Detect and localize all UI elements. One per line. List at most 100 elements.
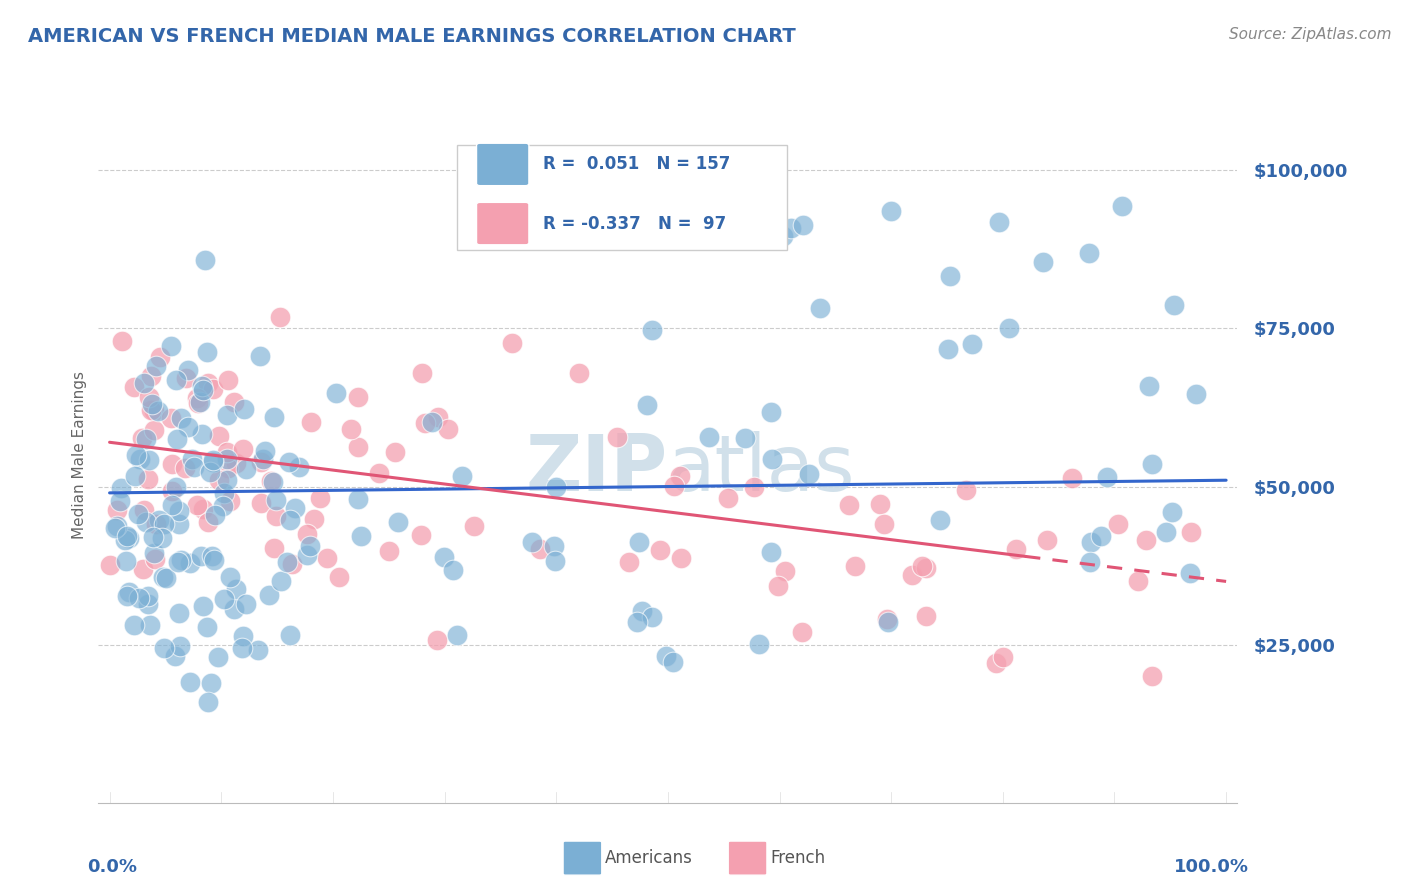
- Point: [278, 627, 301, 641]
- Point: [1032, 255, 1054, 269]
- Point: [1080, 535, 1102, 549]
- Point: [368, 466, 391, 480]
- Point: [748, 637, 770, 651]
- Point: [149, 350, 172, 364]
- Point: [1161, 505, 1184, 519]
- Point: [217, 460, 239, 475]
- Point: [648, 543, 671, 558]
- Point: [626, 615, 648, 629]
- Point: [901, 568, 924, 582]
- Point: [263, 541, 285, 556]
- Point: [264, 492, 287, 507]
- Point: [773, 564, 796, 578]
- Point: [411, 366, 433, 380]
- Point: [876, 612, 898, 626]
- Point: [669, 469, 692, 483]
- Point: [377, 544, 399, 558]
- Point: [148, 514, 170, 528]
- Point: [936, 342, 959, 356]
- Point: [262, 475, 284, 489]
- Point: [125, 448, 148, 462]
- Point: [201, 549, 224, 564]
- Point: [529, 542, 551, 557]
- Point: [697, 430, 720, 444]
- Point: [167, 555, 190, 569]
- FancyBboxPatch shape: [457, 145, 787, 250]
- Point: [876, 615, 898, 630]
- Point: [162, 457, 184, 471]
- Point: [347, 491, 370, 506]
- Point: [810, 301, 832, 315]
- Point: [170, 410, 193, 425]
- Point: [567, 366, 589, 380]
- Point: [277, 455, 299, 469]
- Point: [1090, 529, 1112, 543]
- Point: [1036, 533, 1059, 547]
- Point: [641, 323, 664, 337]
- Text: 0.0%: 0.0%: [87, 858, 136, 877]
- Point: [522, 534, 544, 549]
- Point: [669, 551, 692, 566]
- Point: [278, 513, 301, 527]
- Point: [790, 625, 813, 640]
- Point: [179, 557, 201, 571]
- Text: ZIP: ZIP: [526, 431, 668, 507]
- Point: [742, 480, 765, 494]
- Point: [139, 618, 162, 632]
- Point: [190, 549, 212, 563]
- Point: [1060, 471, 1083, 485]
- Y-axis label: Median Male Earnings: Median Male Earnings: [72, 371, 87, 539]
- Point: [232, 629, 254, 643]
- Point: [169, 639, 191, 653]
- Point: [177, 363, 200, 377]
- Point: [463, 518, 485, 533]
- Point: [1137, 379, 1160, 393]
- Point: [194, 253, 217, 268]
- Point: [197, 376, 219, 390]
- Point: [219, 493, 242, 508]
- Point: [276, 555, 298, 569]
- Point: [139, 403, 162, 417]
- Point: [759, 544, 782, 558]
- Point: [200, 676, 222, 690]
- Point: [128, 451, 150, 466]
- Point: [146, 404, 169, 418]
- Point: [768, 579, 790, 593]
- Point: [207, 650, 229, 665]
- Point: [214, 486, 236, 500]
- FancyBboxPatch shape: [477, 144, 529, 186]
- Point: [443, 563, 465, 577]
- Point: [105, 502, 128, 516]
- Text: French: French: [770, 849, 825, 867]
- FancyBboxPatch shape: [477, 202, 529, 244]
- Point: [792, 219, 814, 233]
- Point: [160, 499, 183, 513]
- Point: [141, 397, 163, 411]
- Point: [155, 571, 177, 585]
- Point: [252, 451, 274, 466]
- Point: [115, 590, 138, 604]
- Point: [143, 552, 166, 566]
- Point: [413, 416, 436, 430]
- Point: [135, 432, 157, 446]
- Point: [844, 559, 866, 574]
- Point: [215, 445, 238, 459]
- Point: [212, 592, 235, 607]
- Point: [929, 512, 952, 526]
- Point: [799, 467, 821, 482]
- Point: [111, 334, 134, 349]
- Point: [181, 452, 204, 467]
- Text: Americans: Americans: [605, 849, 693, 867]
- Point: [201, 453, 224, 467]
- Point: [1154, 525, 1177, 540]
- Point: [544, 554, 567, 568]
- Point: [165, 480, 187, 494]
- Point: [627, 534, 650, 549]
- Point: [186, 392, 208, 406]
- Point: [915, 560, 938, 574]
- Point: [288, 460, 311, 475]
- Point: [188, 395, 211, 409]
- Point: [225, 582, 247, 596]
- Point: [302, 511, 325, 525]
- Point: [166, 432, 188, 446]
